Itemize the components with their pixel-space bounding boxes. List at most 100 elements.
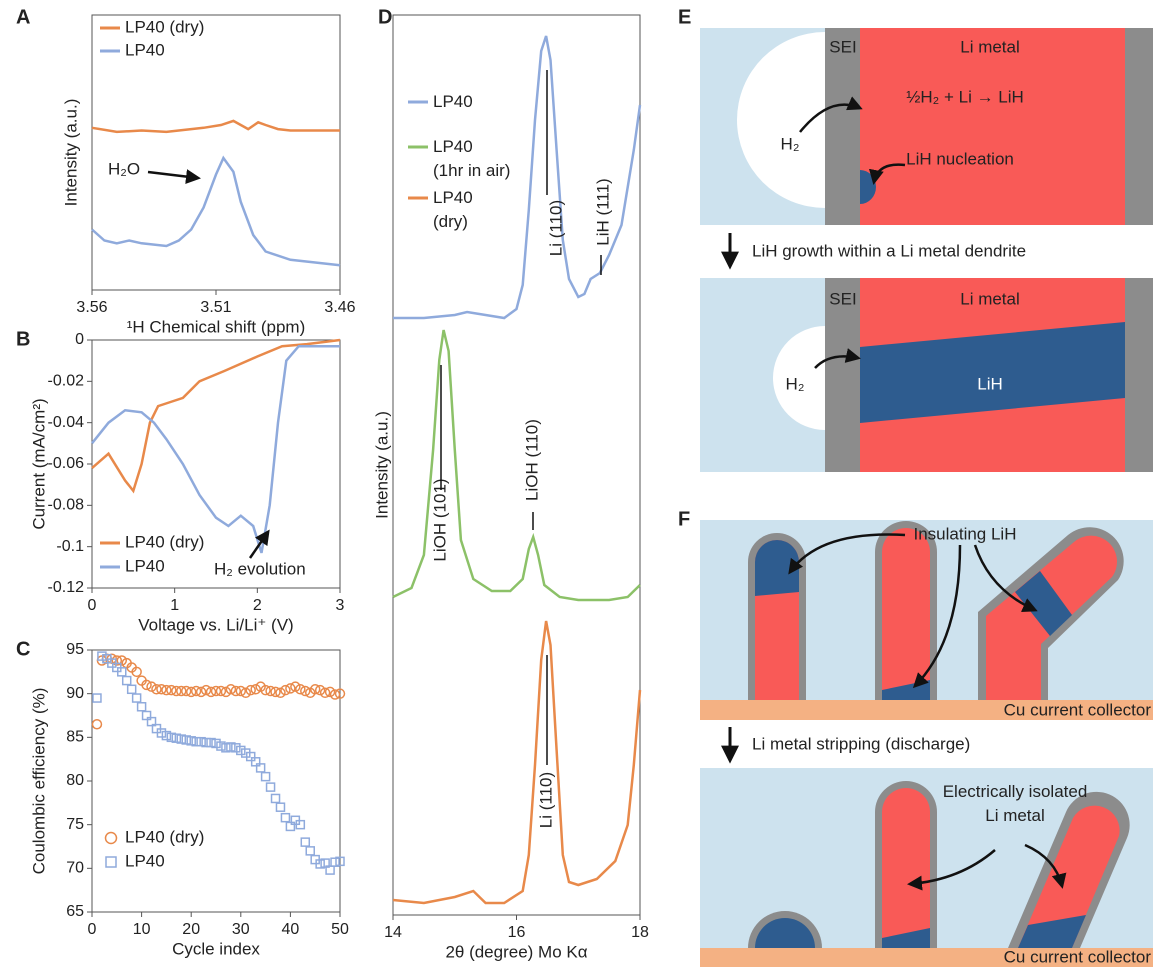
y-tick-label: 70 (66, 860, 84, 877)
point (306, 847, 314, 855)
y-tick-label: 85 (66, 729, 84, 746)
point (93, 694, 101, 702)
y-tick-label: -0.04 (48, 414, 85, 431)
annotation: LiH (111) (593, 178, 612, 245)
figure: E SEI Li metal ½H₂ + Li → LiH H₂ LiH nuc… (0, 0, 1153, 967)
x-tick-label: 18 (631, 924, 649, 941)
legend-label: LP40 (dry) (433, 186, 473, 234)
y-tick-label: -0.08 (48, 497, 85, 514)
point (281, 814, 289, 822)
label: Insulating LiH (913, 524, 1016, 543)
x-tick-label: 0 (88, 597, 97, 614)
x-tick-label: 10 (133, 921, 151, 938)
label: LiH nucleation (906, 149, 1014, 168)
dendrite (882, 528, 930, 700)
x-tick-label: 40 (282, 921, 300, 938)
legend-label: LP40 (dry) (125, 532, 204, 551)
plot-frame (393, 15, 640, 915)
label: LiH (977, 374, 1003, 393)
x-tick-label: 2 (253, 597, 262, 614)
sei-layer (825, 28, 860, 225)
sei-layer (1125, 28, 1153, 225)
legend-label: LP40 (dry) (125, 17, 204, 36)
x-tick-label: 0 (88, 921, 97, 938)
legend-label: LP40 (433, 90, 473, 114)
y-tick-label: 80 (66, 772, 84, 789)
y-tick-label: 0 (75, 331, 84, 348)
panel-label: A (16, 6, 30, 28)
legend-marker (106, 857, 116, 867)
annotation: Li (110) (546, 200, 565, 256)
point (237, 746, 245, 754)
label: SEI (829, 289, 856, 308)
panel-label: D (378, 6, 392, 28)
point (128, 685, 136, 693)
panel-label: F (678, 508, 690, 530)
x-tick-label: 20 (182, 921, 200, 938)
panel-label: B (16, 328, 30, 350)
dendrite (882, 788, 930, 948)
point (301, 838, 309, 846)
x-tick-label: 3.51 (200, 299, 231, 316)
point (267, 783, 275, 791)
label: H₂ (781, 134, 800, 153)
legend-label: LP40 (125, 556, 165, 575)
y-axis-label: Coulombic efficiency (%) (29, 688, 48, 875)
panel-label: E (678, 6, 691, 28)
point (92, 720, 101, 729)
point (138, 703, 146, 711)
label: Li metal stripping (discharge) (752, 734, 970, 753)
legend-label: LP40 (dry) (125, 827, 204, 846)
point (123, 677, 131, 685)
y-axis-label: Intensity (a.u.) (61, 99, 80, 207)
y-tick-label: -0.06 (48, 455, 85, 472)
point (272, 794, 280, 802)
series-line (393, 36, 640, 318)
x-tick-label: 1 (170, 597, 179, 614)
legend-label: LP40 (125, 40, 165, 59)
x-tick-label: 3.56 (76, 299, 107, 316)
series-line (92, 346, 340, 553)
diagram-f: F Insulating LiH Cu current collector Li… (678, 508, 1153, 967)
y-tick-label: 65 (66, 903, 84, 920)
legend-label: LP40 (125, 851, 165, 870)
label: H₂ (786, 374, 805, 393)
x-tick-label: 16 (508, 924, 526, 941)
x-tick-label: 14 (384, 924, 402, 941)
y-axis-label: Intensity (a.u.) (372, 411, 391, 519)
x-axis-label: Cycle index (172, 939, 260, 958)
y-tick-label: -0.02 (48, 373, 85, 390)
label: Li metal (960, 37, 1020, 56)
x-axis-label: ¹H Chemical shift (ppm) (127, 317, 306, 336)
label: LiH growth within a Li metal dendrite (752, 241, 1026, 260)
diagram-e: E SEI Li metal ½H₂ + Li → LiH H₂ LiH nuc… (678, 6, 1153, 472)
sei-layer (1125, 278, 1153, 472)
label: Li metal (960, 289, 1020, 308)
annotation: H₂O (108, 159, 140, 178)
annotation: H₂ evolution (214, 559, 306, 578)
label: Cu current collector (1004, 947, 1152, 966)
series-line (393, 621, 640, 903)
series-line (92, 340, 340, 491)
point (133, 694, 141, 702)
point (276, 803, 284, 811)
x-axis-label: 2θ (degree) Mo Kα (445, 942, 587, 961)
point (262, 773, 270, 781)
panel-label: C (16, 638, 30, 660)
li-metal (860, 28, 1125, 225)
arrow (148, 172, 198, 178)
arrow (250, 532, 268, 558)
y-axis-label: Current (mA/cm²) (29, 398, 48, 529)
label: Electrically isolated Li metal (935, 780, 1095, 828)
x-tick-label: 50 (331, 921, 349, 938)
label: Cu current collector (1004, 700, 1152, 719)
y-tick-label: -0.1 (56, 538, 84, 555)
y-tick-label: 75 (66, 816, 84, 833)
annotation: Li (110) (536, 772, 555, 828)
x-tick-label: 3 (336, 597, 345, 614)
annotation: LiOH (101) (430, 478, 449, 561)
y-tick-label: 90 (66, 685, 84, 702)
annotation: LiOH (110) (522, 419, 541, 501)
plot-frame (92, 650, 340, 912)
label: ½H₂ + Li → LiH (906, 87, 1024, 106)
